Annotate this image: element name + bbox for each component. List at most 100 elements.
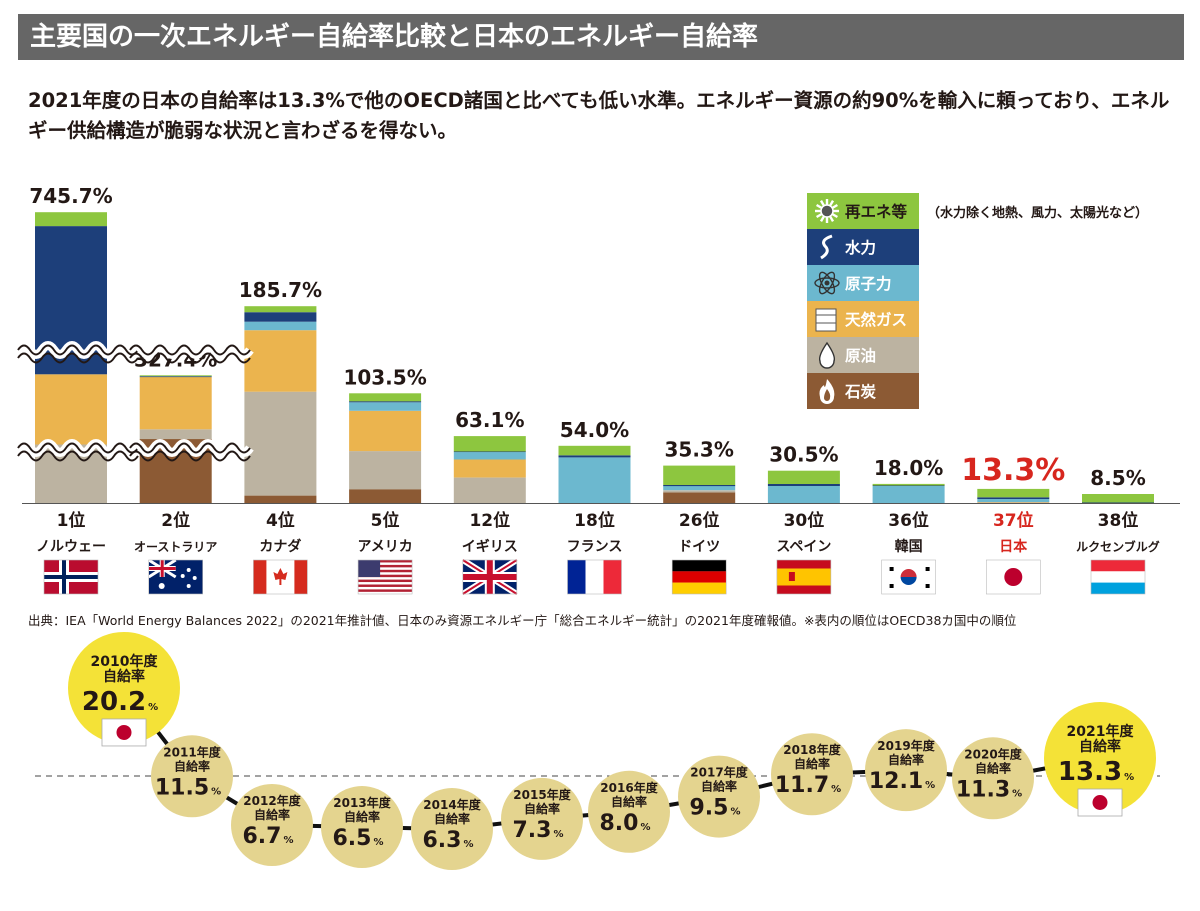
orbit (818, 271, 836, 295)
bar-segment-hydro (767, 483, 840, 486)
bar-total-label: 185.7% (239, 278, 322, 302)
bar-segment-gas (977, 501, 1050, 503)
rank-label: 2位 (161, 510, 190, 531)
axis-break-line (129, 450, 251, 462)
flag-icon (881, 559, 936, 595)
bar-segment-hydro (663, 485, 736, 487)
flag-icon (776, 559, 832, 595)
rank-label: 37位 (993, 510, 1034, 531)
trend-bubble (231, 783, 313, 866)
flag-icon (147, 558, 203, 595)
year-label: 2016年度 (600, 780, 658, 795)
flower-center (820, 204, 834, 218)
swirl (820, 234, 833, 260)
rate-value: 9.5% (689, 796, 740, 821)
bar-segment-oil (35, 444, 107, 503)
bar-segment-renewables (349, 393, 422, 402)
legend-item-coal: 石炭 (807, 373, 919, 409)
tank (815, 308, 837, 332)
axis-break-line (17, 352, 139, 364)
flag-icon (43, 559, 99, 595)
country-label: ドイツ (678, 539, 720, 555)
flag-stripe (358, 579, 413, 583)
axis-break-line (17, 442, 139, 454)
legend-label: 水力 (845, 238, 876, 257)
rate-sublabel: 自給率 (794, 756, 830, 771)
rate-value: 7.3% (512, 818, 563, 843)
rate-value: 11.7% (775, 773, 841, 798)
flag-trigram (889, 584, 894, 588)
bar-total-label: 63.1% (455, 408, 524, 432)
axis-break-line (17, 344, 139, 356)
bar-segment-nuclear (872, 486, 945, 503)
legend-label: 天然ガス (845, 310, 907, 329)
country-label: カナダ (259, 538, 301, 555)
legend-label: 原子力 (845, 274, 892, 293)
country-label: ノルウェー (36, 539, 106, 555)
bar-segment-nuclear (767, 486, 840, 503)
flag-sun (116, 724, 132, 740)
rank-label: 5位 (371, 510, 400, 531)
bar-segment-nuclear (244, 321, 317, 331)
trend-bubble (411, 788, 493, 871)
orbit (814, 277, 840, 289)
rank-label: 38位 (1098, 510, 1139, 531)
drop (818, 341, 836, 369)
rate-value: 13.3% (1058, 757, 1134, 787)
flag-sun (1004, 568, 1023, 586)
country-label: ルクセンブルグ (1076, 539, 1160, 554)
legend-label: 再エネ等 (845, 202, 908, 221)
trend-bubble (588, 770, 670, 853)
petal (816, 203, 823, 210)
bar-total-label: 13.3% (961, 453, 1065, 488)
bar-total-label: 8.5% (1090, 466, 1145, 490)
axis-break-line (129, 442, 251, 454)
flag-icon (461, 557, 519, 597)
rate-value: 8.0% (599, 811, 650, 836)
legend-label: 原油 (845, 346, 876, 365)
page-title: 主要国の一次エネルギー自給率比較と日本のエネルギー自給率 (18, 14, 1184, 60)
flag-border (462, 559, 518, 595)
legend-item-hydro: 水力 (807, 229, 919, 265)
rate-sublabel: 自給率 (103, 668, 145, 685)
country-label: アメリカ (357, 539, 412, 555)
trend-bubble (771, 733, 853, 816)
bar-segment-hydro (139, 376, 212, 378)
bar-segment-gas (35, 374, 107, 445)
bar-total-label: 103.5% (343, 365, 426, 389)
flag-band (585, 560, 604, 594)
flag-border (985, 559, 1041, 595)
flag-border (43, 559, 99, 595)
bar-total-label: 745.7% (29, 184, 112, 208)
flag-icon (253, 559, 308, 595)
flag-star (186, 584, 191, 588)
trend-bubble (321, 786, 403, 869)
trend-bubble (865, 729, 947, 812)
flag-icon (357, 559, 413, 595)
petal (828, 215, 835, 222)
bar-segment-nuclear (453, 452, 526, 460)
bar-segment-oil (663, 490, 736, 493)
bar-total-label: 30.5% (769, 443, 838, 467)
bar-segment-oil (977, 502, 1050, 503)
source-note: 出典：IEA「World Energy Balances 2022」の2021年… (28, 613, 1017, 628)
bar-segment-nuclear (349, 402, 422, 411)
legend-item-oil: 原油 (807, 337, 919, 373)
flag-band (1091, 571, 1145, 583)
rate-value: 11.5% (155, 775, 221, 800)
trend-bubble (68, 631, 180, 744)
flag-trigram (925, 584, 930, 588)
maple-leaf (273, 568, 288, 585)
atom-icon (814, 271, 840, 295)
rate-sublabel: 自給率 (1079, 738, 1121, 755)
flag-stripe (358, 584, 413, 587)
bar-segment-renewables (767, 470, 840, 484)
bar-segment-coal (663, 492, 736, 503)
petal (831, 212, 838, 219)
rate-value: 6.3% (422, 828, 473, 853)
country-label: 韓国 (895, 538, 923, 555)
